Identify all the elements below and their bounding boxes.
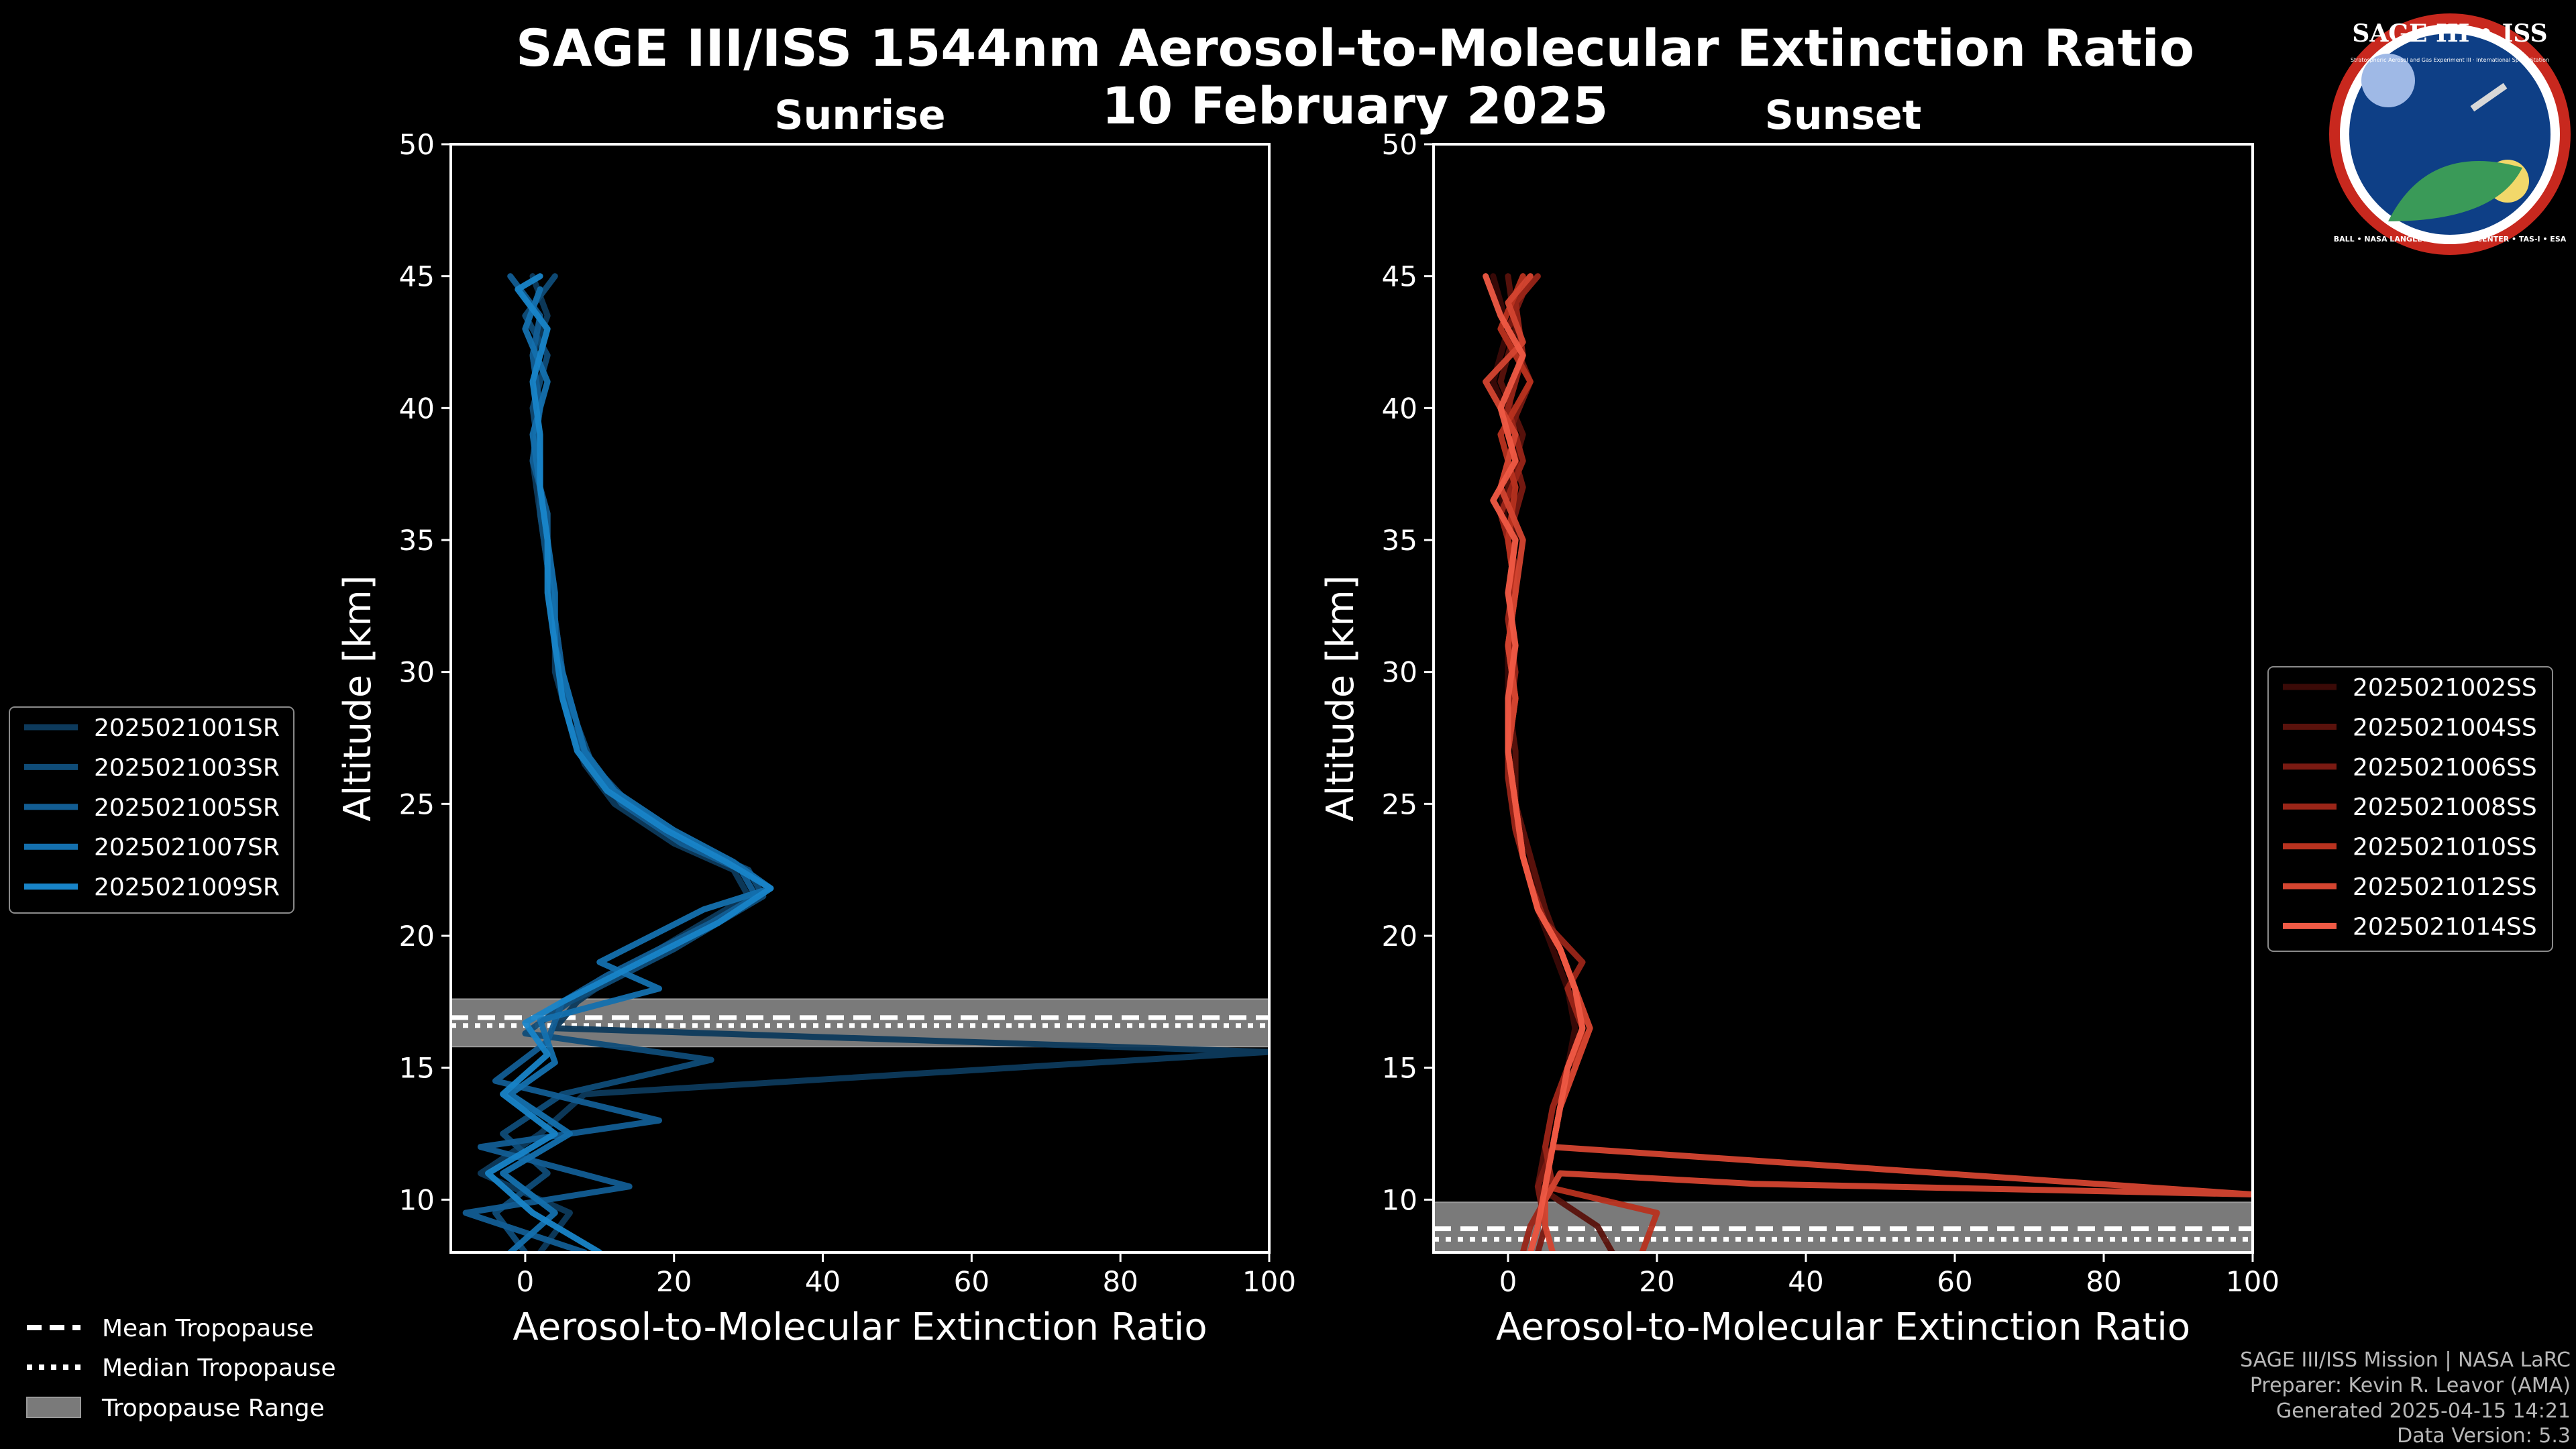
logo-subtext: Stratospheric Aerosol and Gas Experiment… <box>2351 57 2549 63</box>
y-tick-label: 10 <box>1382 1183 1417 1216</box>
series-line-2025021008SS <box>1497 273 1586 1252</box>
panel-title: Sunset <box>1765 92 1922 139</box>
credit-line-3: Generated 2025-04-15 14:21 <box>2276 1399 2571 1423</box>
earth-icon <box>2388 161 2522 221</box>
x-tick-label: 20 <box>1639 1265 1674 1298</box>
legend-label-2025021004SS: 2025021004SS <box>2353 714 2537 741</box>
credit-line-1: SAGE III/ISS Mission | NASA LaRC <box>2240 1348 2571 1372</box>
y-tick-label: 15 <box>1382 1052 1417 1085</box>
x-tick-label: 60 <box>954 1265 989 1298</box>
series-group <box>462 273 1269 1252</box>
series-group <box>1483 273 2253 1252</box>
x-tick-label: 40 <box>1788 1265 1823 1298</box>
x-axis-label: Aerosol-to-Molecular Extinction Ratio <box>1496 1305 2190 1349</box>
moon-icon <box>2361 54 2415 107</box>
x-tick-label: 0 <box>1499 1265 1517 1298</box>
legend-label-2025021010SS: 2025021010SS <box>2353 834 2537 861</box>
y-tick-label: 30 <box>1382 656 1417 689</box>
y-tick-label: 35 <box>399 524 435 557</box>
x-tick-label: 40 <box>805 1265 841 1298</box>
series-line-2025021012SS <box>1483 273 2253 1252</box>
x-tick-label: 0 <box>517 1265 535 1298</box>
y-tick-label: 25 <box>1382 788 1417 820</box>
tropopause-range-swatch <box>26 1397 81 1418</box>
x-tick-label: 80 <box>1102 1265 1138 1298</box>
y-tick-label: 50 <box>1382 128 1417 161</box>
figure-subtitle: 10 February 2025 <box>1102 76 1609 136</box>
y-tick-label: 50 <box>399 128 435 161</box>
mean-tropopause-label: Mean Tropopause <box>102 1315 314 1342</box>
median-tropopause-label: Median Tropopause <box>102 1354 336 1382</box>
x-tick-label: 100 <box>2226 1265 2279 1298</box>
series-line-2025021009SR <box>485 273 774 1252</box>
x-tick-label: 100 <box>1242 1265 1296 1298</box>
figure-title: SAGE III/ISS 1544nm Aerosol-to-Molecular… <box>516 18 2194 78</box>
y-tick-label: 30 <box>399 656 435 689</box>
y-tick-label: 15 <box>399 1052 435 1085</box>
legend-label-2025021007SR: 2025021007SR <box>94 834 280 861</box>
logo-ring-text: BALL • NASA LANGLEY RESEARCH CENTER • TA… <box>2334 235 2567 244</box>
x-tick-label: 20 <box>656 1265 692 1298</box>
tropopause-range-label: Tropopause Range <box>101 1395 325 1422</box>
series-line-2025021014SS <box>1483 273 1586 1252</box>
sunrise-legend: 2025021001SR 2025021003SR 2025021005SR 2025… <box>9 706 294 914</box>
y-tick-label: 40 <box>1382 392 1417 425</box>
plot-frame <box>1432 143 2254 1254</box>
y-tick-label: 40 <box>399 392 435 425</box>
y-tick-label: 10 <box>399 1183 435 1216</box>
tropopause-legend: Mean Tropopause Median Tropopause Tropop… <box>26 1315 336 1422</box>
legend-label-2025021008SS: 2025021008SS <box>2353 794 2537 821</box>
logo-text: SAGE III • ISS <box>2352 19 2547 48</box>
legend-box <box>2267 666 2553 952</box>
credit-line-4: Data Version: 5.3 <box>2397 1424 2571 1448</box>
y-axis-label: Altitude [km] <box>1319 575 1362 821</box>
x-axis-label: Aerosol-to-Molecular Extinction Ratio <box>513 1305 1207 1349</box>
iss-icon <box>2470 83 2508 112</box>
y-tick-label: 25 <box>399 788 435 820</box>
legend-label-2025021005SR: 2025021005SR <box>94 794 280 822</box>
sunset-legend: 2025021002SS 2025021004SS 2025021006SS 2025… <box>2267 666 2553 952</box>
legend-label-2025021014SS: 2025021014SS <box>2353 913 2537 941</box>
legend-label-2025021002SS: 2025021002SS <box>2353 674 2537 702</box>
legend-box <box>9 706 294 914</box>
y-tick-label: 35 <box>1382 524 1417 557</box>
legend-label-2025021003SR: 2025021003SR <box>94 754 280 782</box>
series-line-2025021005SR <box>462 273 759 1252</box>
credits: SAGE III/ISS Mission | NASA LaRC Prepare… <box>2240 1348 2571 1448</box>
legend-label-2025021009SR: 2025021009SR <box>94 874 280 902</box>
y-tick-label: 45 <box>1382 260 1417 293</box>
sage-logo: SAGE III • ISS Stratospheric Aerosol and… <box>2329 13 2571 255</box>
y-tick-label: 20 <box>1382 920 1417 953</box>
sunrise-panel: 0 20 40 60 80 100 10 15 20 25 30 35 40 45 50 Sunrise Aer… <box>336 92 1296 1349</box>
plot-frame <box>449 143 1271 1254</box>
credit-line-2: Preparer: Kevin R. Leavor (AMA) <box>2250 1374 2571 1397</box>
sunset-panel: 0 20 40 60 80 100 10 15 20 25 30 35 40 45 50 Sunset Aero… <box>1319 92 2279 1349</box>
y-tick-label: 20 <box>399 920 435 953</box>
legend-label-2025021001SR: 2025021001SR <box>94 714 280 742</box>
legend-label-2025021006SS: 2025021006SS <box>2353 754 2537 782</box>
y-axis-label: Altitude [km] <box>336 575 380 821</box>
x-tick-label: 80 <box>2086 1265 2121 1298</box>
series-line-2025021010SS <box>1497 273 1660 1252</box>
legend-label-2025021012SS: 2025021012SS <box>2353 873 2537 901</box>
x-tick-label: 60 <box>1937 1265 1972 1298</box>
y-tick-label: 45 <box>399 260 435 293</box>
panel-title: Sunrise <box>774 92 945 139</box>
